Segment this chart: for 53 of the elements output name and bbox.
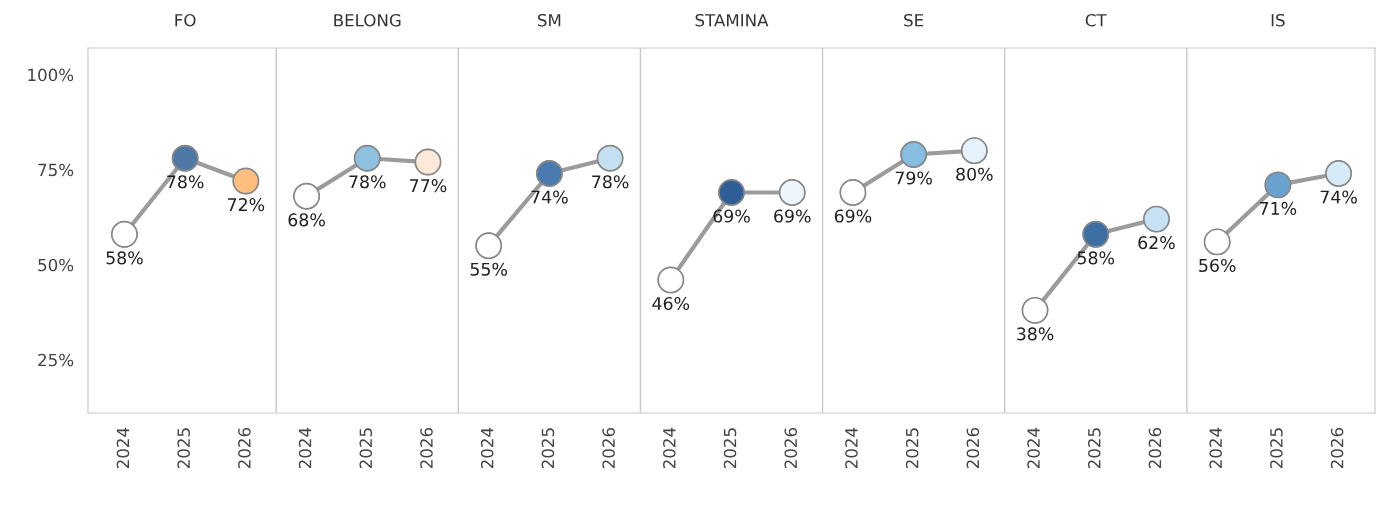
text: FO bbox=[175, 13, 196, 27]
text: SE bbox=[904, 13, 924, 27]
text: SM bbox=[538, 13, 561, 27]
data-label: 46% bbox=[652, 296, 690, 311]
y-tick-label: 100% bbox=[28, 68, 74, 82]
x-tick-label: 2025 bbox=[541, 428, 555, 469]
x-tick-label: 2024 bbox=[116, 427, 130, 469]
data-label: 74% bbox=[1320, 190, 1357, 204]
data-label: 78% bbox=[167, 175, 204, 189]
data-label: 71% bbox=[1260, 201, 1297, 215]
data-label: 79% bbox=[895, 171, 932, 185]
text: IS bbox=[1271, 13, 1285, 27]
x-tick-label: 2025 bbox=[177, 428, 190, 469]
data-label: 78% bbox=[592, 175, 629, 189]
data-label: 58% bbox=[1077, 251, 1115, 265]
data-label: 56% bbox=[1199, 258, 1236, 273]
data-label: 74% bbox=[531, 190, 568, 204]
x-tick-label: 2025 bbox=[723, 428, 737, 469]
data-label: 38% bbox=[1017, 327, 1054, 341]
x-tick-label: 2025 bbox=[1087, 428, 1101, 469]
data-label: 80% bbox=[956, 167, 993, 181]
x-tick-label: 2026 bbox=[784, 427, 798, 469]
data-label: 68% bbox=[288, 213, 325, 227]
x-tick-label: 2024 bbox=[480, 427, 494, 469]
x-tick-label: 2026 bbox=[966, 427, 980, 469]
x-tick-label: 2025 bbox=[359, 428, 373, 469]
x-tick-label: 2024 bbox=[663, 427, 676, 469]
text: BELONG bbox=[334, 13, 401, 27]
data-label: 58% bbox=[106, 251, 143, 265]
data-label: 72% bbox=[227, 198, 265, 212]
x-tick-label: 2026 bbox=[238, 427, 251, 469]
y-tick-label: 50% bbox=[38, 258, 74, 272]
x-tick-label: 2024 bbox=[1209, 427, 1222, 469]
x-tick-label: 2026 bbox=[1330, 427, 1344, 469]
x-tick-label: 2024 bbox=[298, 427, 312, 469]
x-tick-label: 2025 bbox=[1270, 428, 1283, 469]
data-label: 69% bbox=[713, 209, 750, 223]
y-tick-label: 75% bbox=[38, 163, 74, 177]
y-tick-label: 25% bbox=[38, 353, 74, 367]
x-tick-label: 2026 bbox=[420, 427, 433, 469]
x-tick-label: 2025 bbox=[905, 428, 919, 469]
data-label: 69% bbox=[774, 209, 811, 223]
x-tick-label: 2026 bbox=[602, 427, 615, 469]
x-tick-label: 2026 bbox=[1148, 427, 1162, 469]
text: CT bbox=[1085, 13, 1107, 27]
x-tick-label: 2024 bbox=[845, 427, 858, 469]
x-tick-label: 2024 bbox=[1027, 427, 1040, 469]
data-label: 55% bbox=[470, 262, 508, 276]
data-label: 78% bbox=[349, 175, 386, 189]
data-label: 69% bbox=[834, 209, 872, 223]
data-label: 77% bbox=[410, 179, 447, 193]
data-label: 62% bbox=[1138, 236, 1175, 250]
text: STAMINA bbox=[695, 13, 769, 27]
